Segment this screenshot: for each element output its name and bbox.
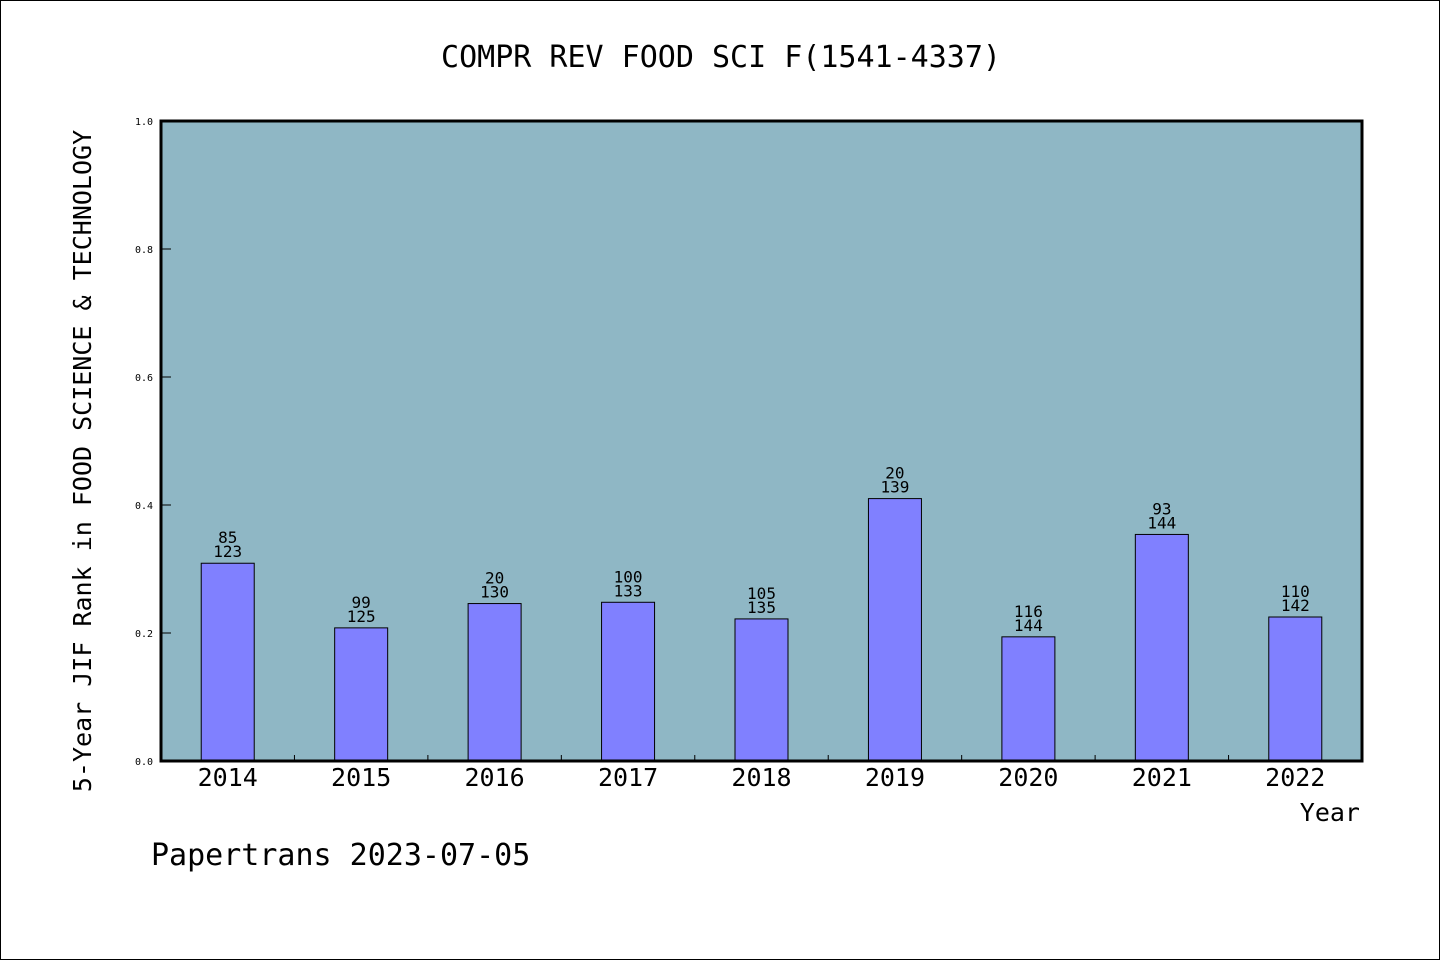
x-tick-label: 2019 [865,763,925,792]
bar-rank-label: 85 [218,528,237,547]
x-tick-label: 2017 [598,763,658,792]
y-tick-label: 1.0 [135,117,153,128]
x-tick-label: 2014 [198,763,258,792]
y-tick-label: 0.4 [135,501,153,512]
y-tick-label: 0.8 [135,245,153,256]
x-tick-label: 2015 [331,763,391,792]
bar-rank-label: 110 [1281,582,1310,601]
x-tick-label: 2018 [731,763,791,792]
bar-total-label: 125 [347,607,376,626]
bar [1134,533,1189,762]
bar [467,603,522,762]
y-tick-label: 0.6 [135,373,153,384]
bar-rank-label: 100 [614,567,643,586]
bar-total-label: 144 [1147,513,1176,532]
bar-total-label: 142 [1281,596,1310,615]
bar [200,562,255,762]
bar-rank-label: 99 [352,593,371,612]
bar-rank-label: 105 [747,584,776,603]
bar [1268,616,1323,762]
chart-title: COMPR REV FOOD SCI F(1541-4337) [441,40,1001,75]
x-tick-label: 2020 [998,763,1058,792]
bar [1001,636,1056,762]
x-tick-label: 2016 [465,763,525,792]
bar-rank-label: 93 [1152,499,1171,518]
bar-total-label: 133 [614,581,643,600]
bar [334,627,389,762]
x-tick-label: 2021 [1132,763,1192,792]
bar-total-label: 135 [747,598,776,617]
y-axis-label: 5-Year JIF Rank in FOOD SCIENCE & TECHNO… [68,130,97,792]
bar [734,618,789,762]
x-axis-label: Year [1300,798,1360,827]
footer-credit: Papertrans 2023-07-05 [151,838,530,873]
bar-total-label: 130 [480,583,509,602]
y-tick-label: 0.0 [135,757,153,768]
bar-rank-label: 116 [1014,602,1043,621]
bar-total-label: 144 [1014,616,1043,635]
bar-total-label: 139 [880,478,909,497]
bar-rank-label: 20 [485,569,504,588]
bar-total-label: 123 [213,542,242,561]
x-tick-label: 2022 [1265,763,1325,792]
bar [601,601,656,762]
bar-rank-label: 20 [885,464,904,483]
y-tick-label: 0.2 [135,629,153,640]
bar [867,498,922,762]
plot-border [159,119,1364,763]
x-axis: 2014 2015 2016 2017 2018 2019 2020 2021 2022 [198,755,1325,792]
